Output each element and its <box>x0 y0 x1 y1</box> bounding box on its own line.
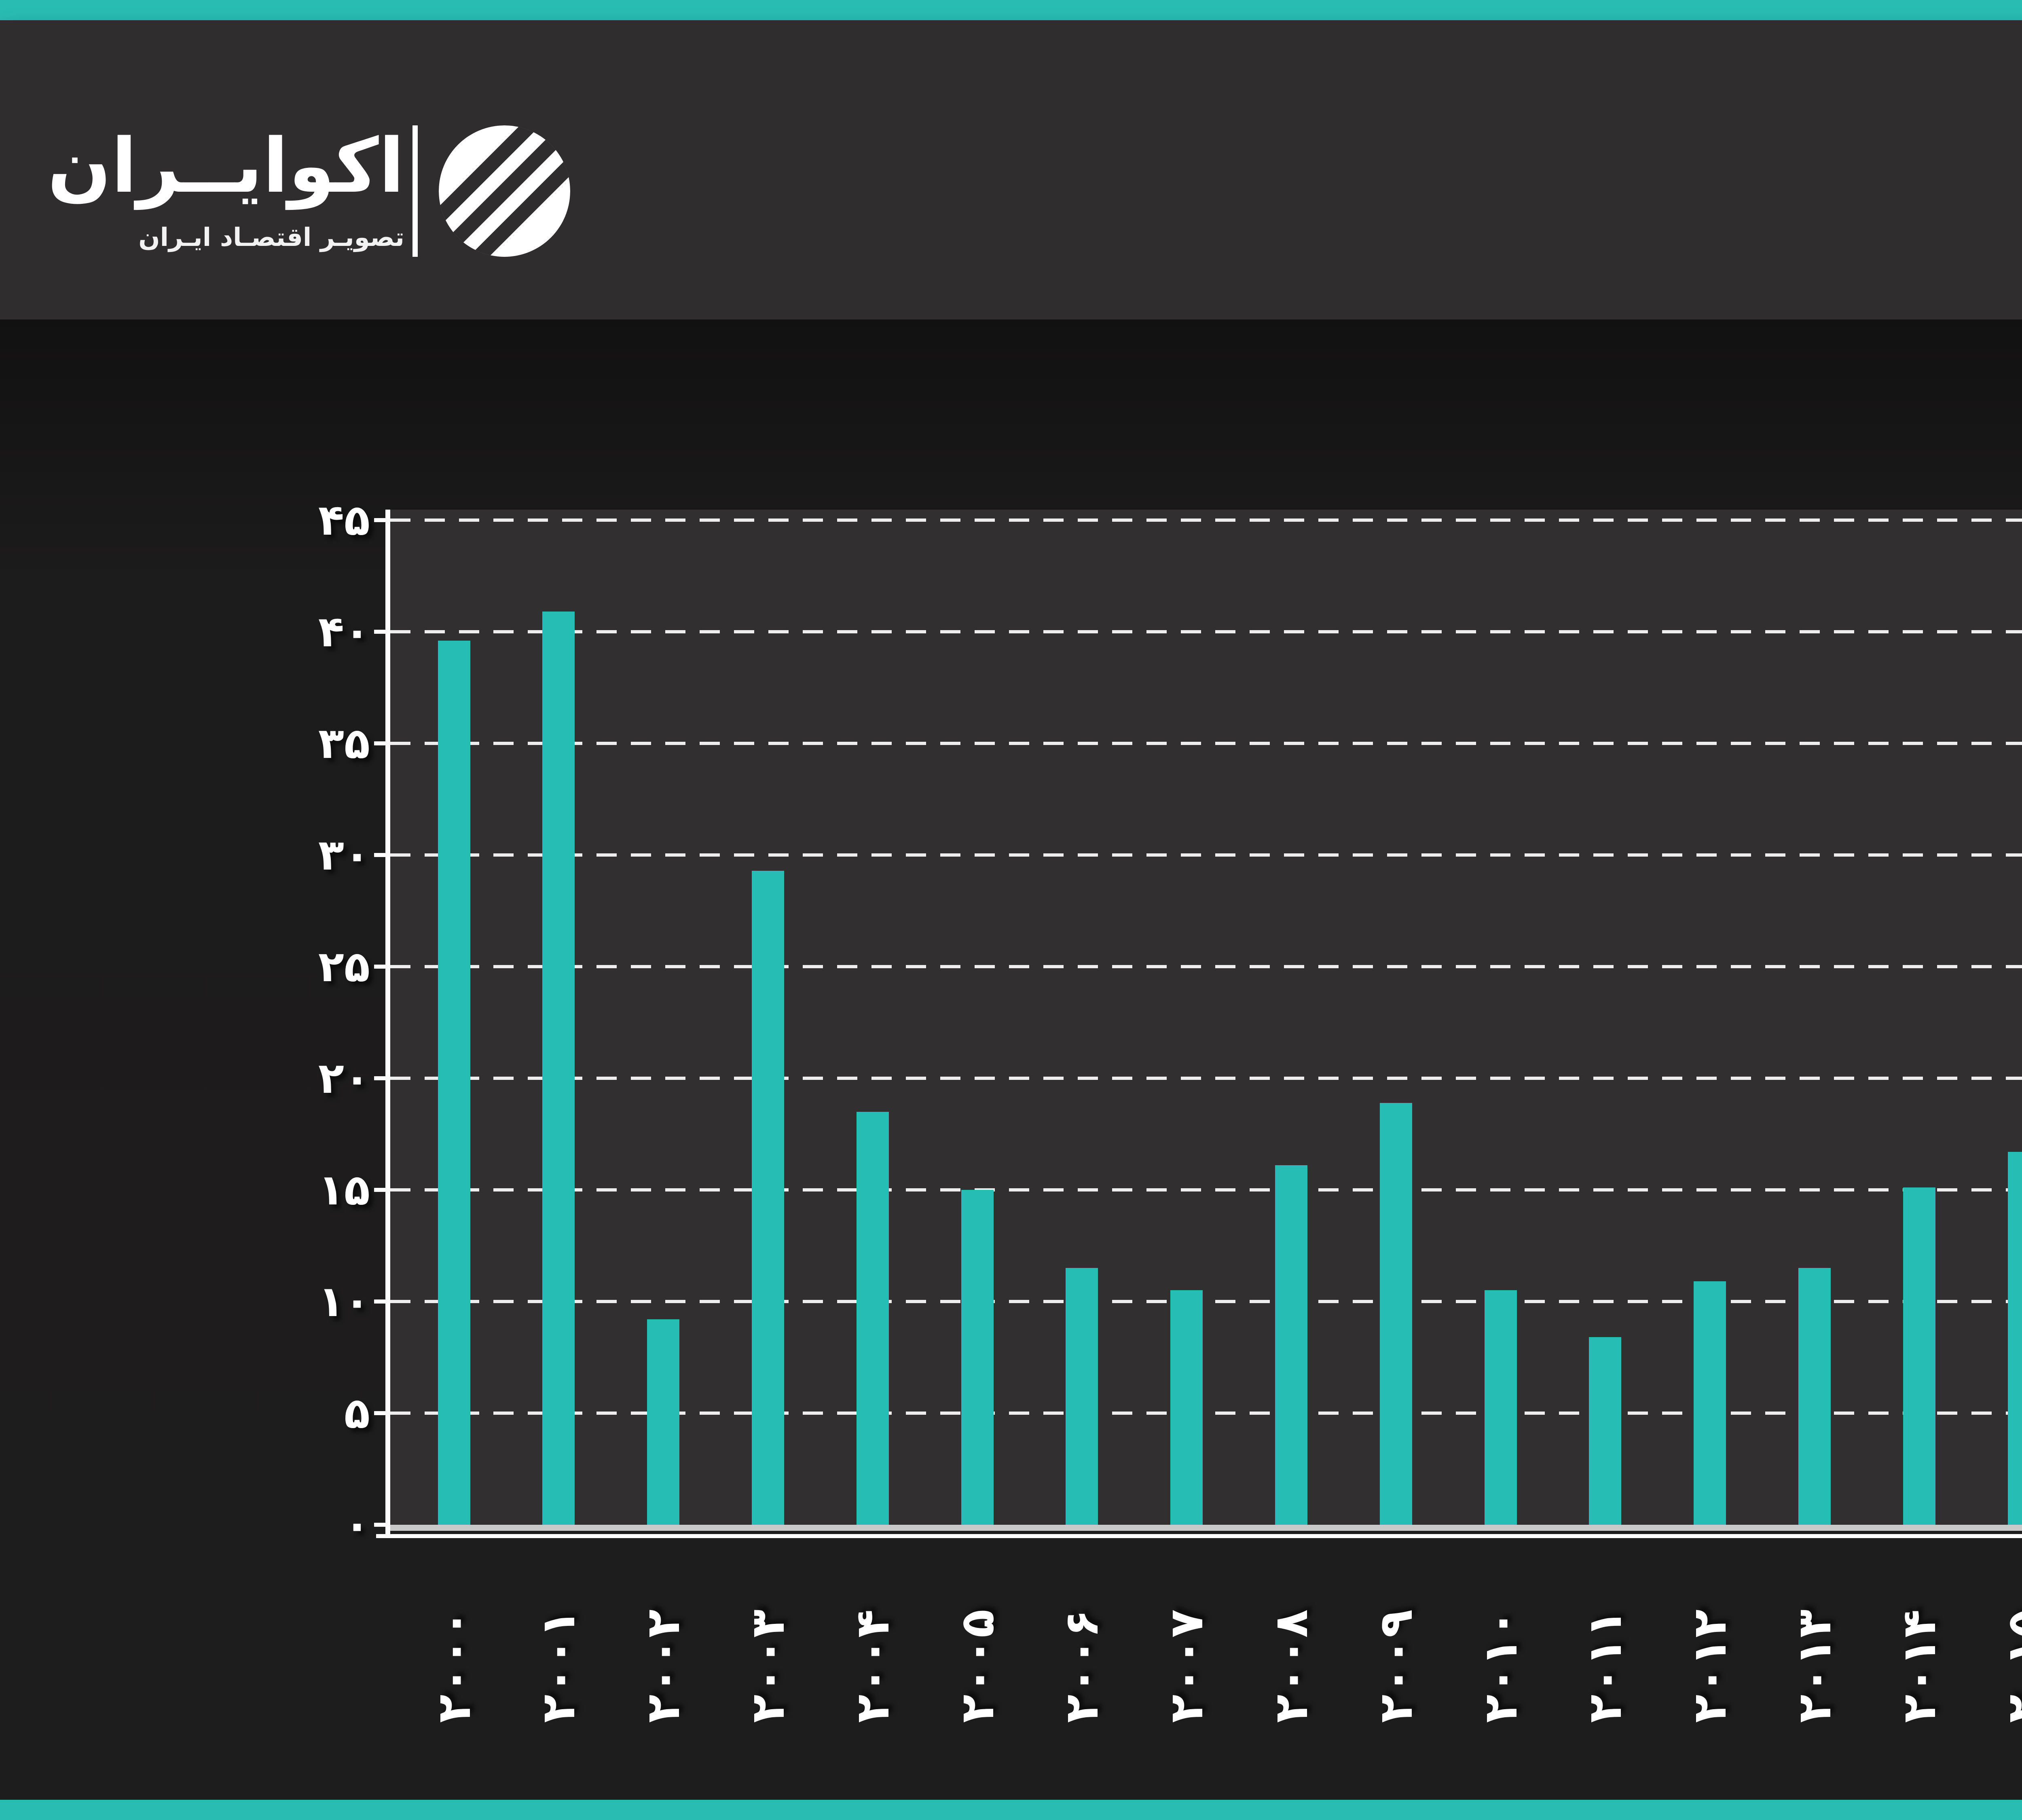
bar-2007 <box>1170 1290 1203 1525</box>
gridline-20 <box>390 1077 2022 1080</box>
bottom-accent-strip <box>0 1800 2022 1820</box>
y-axis-label-45: ۴۵ <box>318 495 370 545</box>
gridline-40 <box>390 630 2022 633</box>
x-axis-label-2005: ۲۰۰۵ <box>950 1609 1005 1723</box>
striped-globe-icon <box>439 125 570 257</box>
brand-logo: اکوایــران تصویـر اقتصـاد ایـران <box>47 105 599 267</box>
bar-2005 <box>961 1190 994 1525</box>
y-tick-15 <box>374 1188 386 1192</box>
x-axis-label-2012: ۲۰۱۲ <box>1683 1609 1737 1723</box>
x-axis-label-2013: ۲۰۱۳ <box>1787 1609 1842 1723</box>
x-axis-label-2000: ۲۰۰۰ <box>427 1609 481 1723</box>
x-axis-underline <box>376 1534 2022 1538</box>
brand-name: اکوایــران <box>47 122 404 210</box>
x-axis-label-2007: ۲۰۰۷ <box>1159 1609 1214 1723</box>
bar-2000 <box>438 641 470 1525</box>
logo-divider <box>412 125 418 257</box>
top-accent-strip <box>0 0 2022 20</box>
gridline-15 <box>390 1188 2022 1191</box>
bar-2002 <box>647 1319 680 1525</box>
y-axis-label-15: ۱۵ <box>318 1165 370 1215</box>
x-axis-label-2009: ۲۰۰۹ <box>1368 1609 1423 1723</box>
bar-2003 <box>751 870 784 1525</box>
x-axis-label-2006: ۲۰۰۶ <box>1055 1609 1109 1723</box>
x-axis-label-2015: ۲۰۱۵ <box>1997 1609 2022 1723</box>
bar-2001 <box>542 612 575 1525</box>
gridline-5 <box>390 1412 2022 1415</box>
y-tick-10 <box>374 1299 386 1304</box>
y-axis-label-40: ۴۰ <box>318 607 370 656</box>
y-axis-label-0: ۰ <box>344 1500 370 1549</box>
bar-2009 <box>1379 1103 1412 1525</box>
y-tick-45 <box>374 518 386 522</box>
bar-2004 <box>856 1111 889 1525</box>
bar-2006 <box>1066 1268 1098 1525</box>
y-tick-35 <box>374 741 386 745</box>
y-axis-label-5: ۵ <box>344 1388 370 1438</box>
x-axis-label-2004: ۲۰۰۴ <box>845 1609 900 1723</box>
y-axis-label-35: ۳۵ <box>318 719 370 768</box>
bar-2014 <box>1903 1187 1935 1525</box>
gridline-25 <box>390 965 2022 968</box>
bar-2011 <box>1589 1337 1622 1525</box>
x-axis-label-2003: ۲۰۰۳ <box>740 1609 795 1723</box>
bar-2015 <box>2007 1152 2022 1525</box>
y-axis-label-20: ۲۰ <box>318 1054 370 1103</box>
x-axis-label-2001: ۲۰۰۱ <box>531 1609 586 1723</box>
brand-tagline: تصویـر اقتصـاد ایـران <box>138 222 404 252</box>
plot-background <box>390 510 2022 1525</box>
chart-stage: ۰ ۵ ۱۰ ۱۵ ۲۰ ۲۵ ۳۰ ۳۵ ۴۰ ۴۵ ۲۰۰۰ ۲۰۰۱ ۲۰۰۲ ۲۰۰۳ ۲۰۰۴ ۲۰… <box>0 320 2022 1800</box>
x-axis-label-2002: ۲۰۰۲ <box>636 1609 691 1723</box>
y-tick-5 <box>374 1411 386 1415</box>
y-axis-label-30: ۳۰ <box>318 830 370 880</box>
y-tick-40 <box>374 630 386 634</box>
gridline-30 <box>390 853 2022 857</box>
bar-2012 <box>1694 1281 1726 1525</box>
header-band: اکوایــران تصویـر اقتصـاد ایـران نرخ تور… <box>0 20 2022 320</box>
y-axis-label-25: ۲۵ <box>318 942 370 991</box>
gridline-35 <box>390 742 2022 745</box>
y-tick-20 <box>374 1076 386 1080</box>
bar-2008 <box>1275 1165 1307 1525</box>
gridline-10 <box>390 1300 2022 1303</box>
y-tick-30 <box>374 853 386 857</box>
x-axis-label-2014: ۲۰۱۴ <box>1892 1609 1946 1723</box>
bar-2013 <box>1798 1268 1831 1525</box>
bar-2010 <box>1484 1290 1517 1525</box>
gridline-45 <box>390 518 2022 522</box>
x-axis-label-2010: ۲۰۱۰ <box>1473 1609 1528 1723</box>
x-axis-label-2008: ۲۰۰۸ <box>1264 1609 1318 1723</box>
y-tick-25 <box>374 965 386 969</box>
x-axis-label-2011: ۲۰۱۱ <box>1578 1609 1633 1723</box>
y-axis-spine <box>385 510 390 1537</box>
x-axis-line <box>390 1525 2022 1531</box>
y-axis-label-10: ۱۰ <box>318 1277 370 1326</box>
y-tick-0 <box>374 1523 386 1527</box>
